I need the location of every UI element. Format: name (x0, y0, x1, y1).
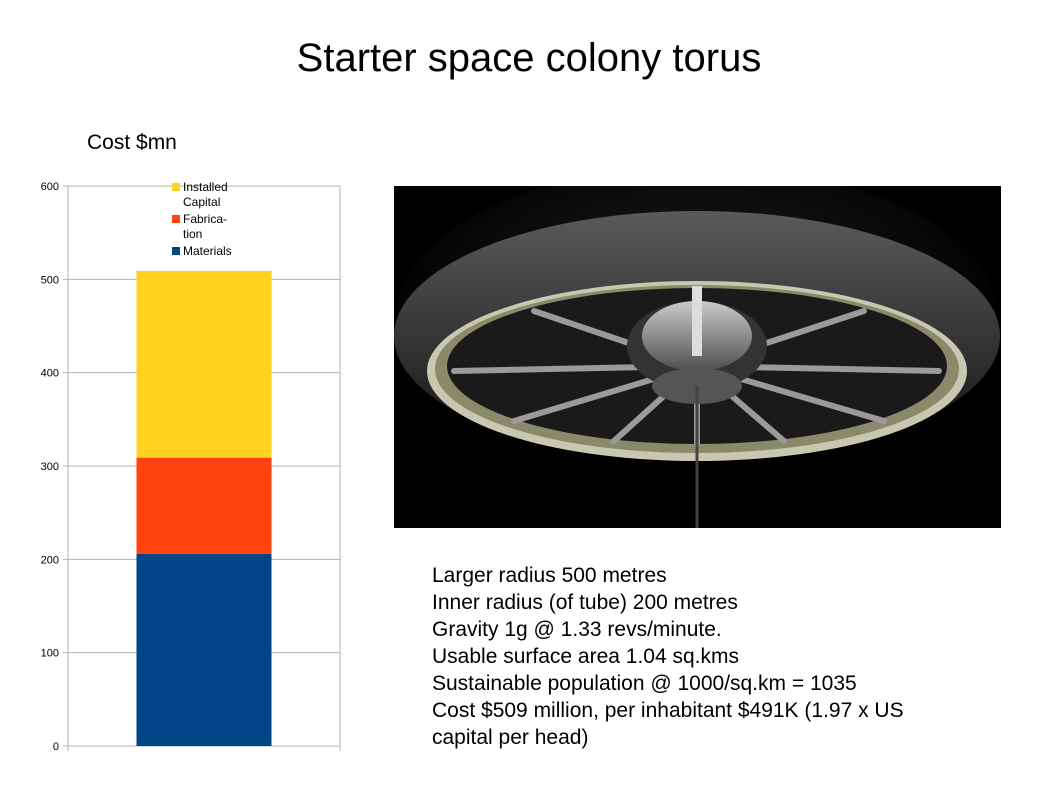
legend-swatch (172, 183, 180, 191)
info-line: Usable surface area 1.04 sq.kms (432, 645, 739, 668)
legend-label: Capital (183, 195, 220, 209)
space-torus-illustration (394, 186, 1001, 528)
slide-title: Starter space colony torus (296, 36, 762, 80)
y-tick-label: 200 (41, 554, 59, 566)
y-tick-label: 300 (41, 461, 59, 473)
info-line: Cost $509 million, per inhabitant $491K … (432, 699, 904, 722)
info-line: Sustainable population @ 1000/sq.km = 10… (432, 672, 857, 695)
bar-segment (136, 270, 272, 458)
legend-swatch (172, 247, 180, 255)
info-line: Larger radius 500 metres (432, 564, 667, 587)
legend-label: tion (183, 227, 202, 241)
bar-segment (136, 553, 272, 746)
bar-segment (136, 457, 272, 554)
chart-title: Cost $mn (87, 131, 177, 154)
y-tick-label: 0 (53, 741, 59, 753)
info-line: capital per head) (432, 726, 589, 749)
info-line: Inner radius (of tube) 200 metres (432, 591, 738, 614)
legend-swatch (172, 215, 180, 223)
y-tick-label: 400 (41, 368, 59, 380)
legend-label: Installed (183, 180, 228, 194)
legend-label: Materials (183, 244, 232, 258)
info-line: Gravity 1g @ 1.33 revs/minute. (432, 618, 722, 641)
colony-info: Larger radius 500 metres Inner radius (o… (432, 562, 992, 751)
legend-label: Fabrica- (183, 212, 227, 226)
y-tick-label: 500 (41, 274, 59, 286)
y-tick-label: 600 (41, 181, 59, 193)
y-tick-label: 100 (41, 648, 59, 660)
